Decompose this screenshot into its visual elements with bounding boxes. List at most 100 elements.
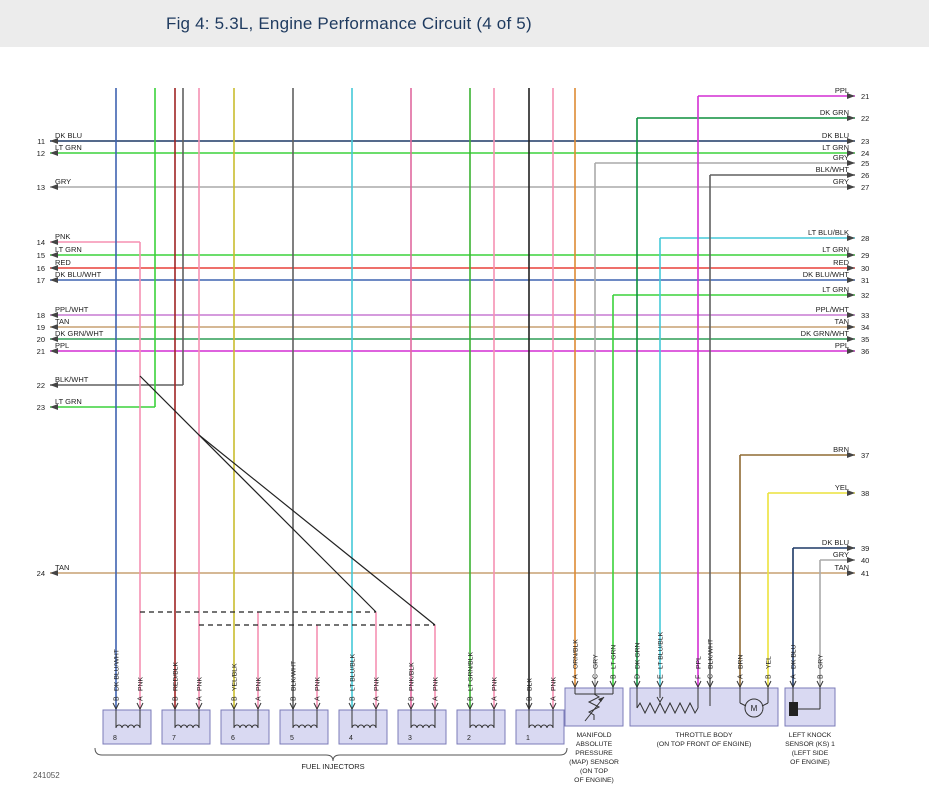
arrow-right [847, 265, 855, 271]
knock-sensor-caption: (LEFT SIDE [792, 750, 829, 757]
terminal-letter: C [708, 674, 715, 679]
motor-lead [761, 702, 769, 707]
injector-number: 8 [113, 735, 117, 742]
map-sensor-caption: PRESSURE [575, 750, 613, 757]
terminal-arrow [289, 702, 297, 711]
terminal-arrow [136, 702, 144, 711]
wire-color-label: GRY [833, 153, 849, 162]
pin-number: 21 [861, 92, 869, 101]
wire-color-label: LT GRN [822, 143, 849, 152]
map-sensor-caption: MANIFOLD [576, 732, 611, 739]
terminal-letter: A [551, 696, 558, 701]
wire-color-label: LT GRN [55, 245, 82, 254]
arrow-right [847, 150, 855, 156]
terminal-arrow [230, 702, 238, 711]
wire-color-label: DK BLU [822, 131, 849, 140]
fuel-injector-box [220, 709, 270, 745]
injector-number: 2 [467, 735, 471, 742]
fuel-injector-box [338, 709, 388, 745]
arrow-left [50, 336, 58, 342]
injector-coil-symbol [410, 710, 436, 729]
terminal-wire-label: PNK [256, 677, 263, 691]
arrow-left [50, 184, 58, 190]
fuel-injector-box [397, 709, 447, 745]
arrow-right [847, 452, 855, 458]
terminal-wire-label: PNK/BLK [409, 662, 416, 691]
injector-coil-symbol [351, 710, 377, 729]
terminal-letter: B [468, 696, 475, 701]
wire-color-label: TAN [55, 317, 69, 326]
arrow-left [50, 138, 58, 144]
injector-coil-symbol [115, 710, 141, 729]
terminal-wire-label: BRN [738, 655, 745, 669]
wire-color-label: PPL [55, 341, 69, 350]
terminal-wire-label: PNK [492, 677, 499, 691]
pin-number: 24 [37, 569, 45, 578]
wire-color-label: LT GRN [822, 245, 849, 254]
terminal-letter: B [818, 674, 825, 679]
motor-lead [739, 702, 747, 707]
pin-number: 26 [861, 171, 869, 180]
injector-number: 5 [290, 735, 294, 742]
terminal-letter: A [256, 696, 263, 701]
pin-number: 23 [861, 137, 869, 146]
pin-number: 32 [861, 291, 869, 300]
terminal-letter: A [492, 696, 499, 701]
pin-number: 29 [861, 251, 869, 260]
wire-color-label: LT BLU/BLK [808, 228, 849, 237]
terminal-arrow [466, 702, 474, 711]
throttle-body-box [629, 687, 779, 727]
terminal-arrow [549, 702, 557, 711]
wire-color-label: DK GRN [820, 108, 849, 117]
terminal-wire-label: LT BLU/BLK [658, 631, 665, 669]
pin-number: 36 [861, 347, 869, 356]
pin-number: 23 [37, 403, 45, 412]
knock-sensor-caption: OF ENGINE) [790, 759, 830, 766]
terminal-wire-label: LT GRN [611, 645, 618, 669]
tps-resistor-symbol [636, 701, 699, 715]
terminal-letter: B [291, 696, 298, 701]
pin-number: 21 [37, 347, 45, 356]
wire-color-label: DK BLU/WHT [55, 270, 102, 279]
arrow-right [847, 557, 855, 563]
arrow-right [847, 138, 855, 144]
terminal-arrow [694, 680, 702, 689]
terminal-wire-label: PNK [374, 677, 381, 691]
terminal-wire-label: DK BLU/WHT [114, 649, 121, 691]
terminal-arrow [431, 702, 439, 711]
injector-coil-symbol [292, 710, 318, 729]
terminal-letter: A [433, 696, 440, 701]
injector-number: 4 [349, 735, 353, 742]
terminal-letter: B [173, 696, 180, 701]
arrow-right [847, 235, 855, 241]
arrow-right [847, 172, 855, 178]
terminal-wire-label: BLK/WHT [291, 661, 298, 691]
terminal-arrow [348, 702, 356, 711]
wire-color-label: RED [55, 258, 71, 267]
wire-color-label: YEL [835, 483, 849, 492]
pin-number: 15 [37, 251, 45, 260]
arrow-right [847, 490, 855, 496]
terminal-wire-label: BLK/WHT [708, 639, 715, 669]
wire-color-label: DK BLU/WHT [803, 270, 850, 279]
terminal-arrow [633, 680, 641, 689]
wire-color-label: TAN [835, 317, 849, 326]
fuel-injector-box [279, 709, 329, 745]
wire-color-label: LT GRN [55, 397, 82, 406]
terminal-letter: B [611, 674, 618, 679]
arrow-left [50, 265, 58, 271]
terminal-letter: A [138, 696, 145, 701]
wire-color-label: GRY [55, 177, 71, 186]
splice-wire [139, 375, 377, 613]
pin-number: 30 [861, 264, 869, 273]
arrow-right [847, 115, 855, 121]
terminal-wire-label: ORN/BLK [573, 639, 580, 669]
wire-color-label: RED [833, 258, 849, 267]
fuel-injectors-caption: FUEL INJECTORS [301, 762, 364, 771]
wire-color-label: DK BLU [822, 538, 849, 547]
pin-number: 11 [37, 137, 45, 146]
arrow-left [50, 312, 58, 318]
arrow-right [847, 292, 855, 298]
arrow-left [50, 252, 58, 258]
